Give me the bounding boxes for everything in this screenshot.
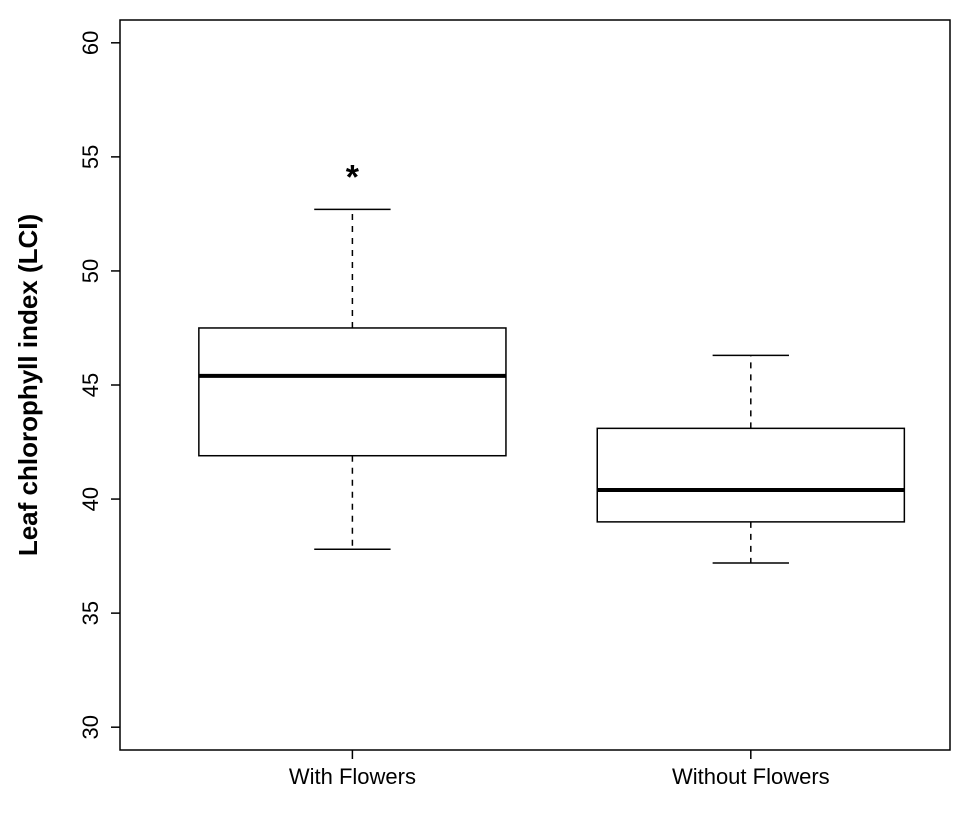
y-tick-label: 30 xyxy=(78,715,103,739)
box xyxy=(199,328,506,456)
x-category-label: Without Flowers xyxy=(672,764,830,789)
plot-frame xyxy=(120,20,950,750)
y-tick-label: 55 xyxy=(78,145,103,169)
y-tick-label: 35 xyxy=(78,601,103,625)
chart-svg: 30 35 40 45 50 55 60 Leaf chlorophyll index (LC… xyxy=(0,0,970,819)
boxplot-chart: 30 35 40 45 50 55 60 Leaf chlorophyll index (LC… xyxy=(0,0,970,819)
box xyxy=(597,428,904,522)
x-category-label: With Flowers xyxy=(289,764,416,789)
y-axis-title: Leaf chlorophyll index (LCI) xyxy=(13,214,43,556)
y-tick-label: 40 xyxy=(78,487,103,511)
y-tick-label: 45 xyxy=(78,373,103,397)
y-tick-label: 60 xyxy=(78,31,103,55)
significance-annotation: * xyxy=(346,159,360,197)
y-tick-label: 50 xyxy=(78,259,103,283)
